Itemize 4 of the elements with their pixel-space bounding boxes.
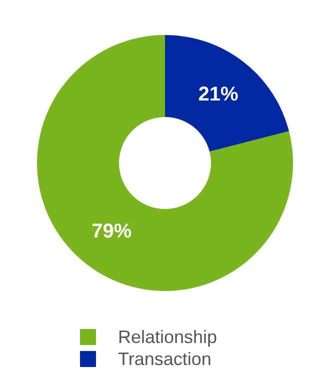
- data-label: 79%: [92, 220, 132, 243]
- data-label: 21%: [198, 83, 239, 106]
- legend-label: Relationship: [118, 326, 218, 348]
- legend-label: Transaction: [118, 348, 212, 370]
